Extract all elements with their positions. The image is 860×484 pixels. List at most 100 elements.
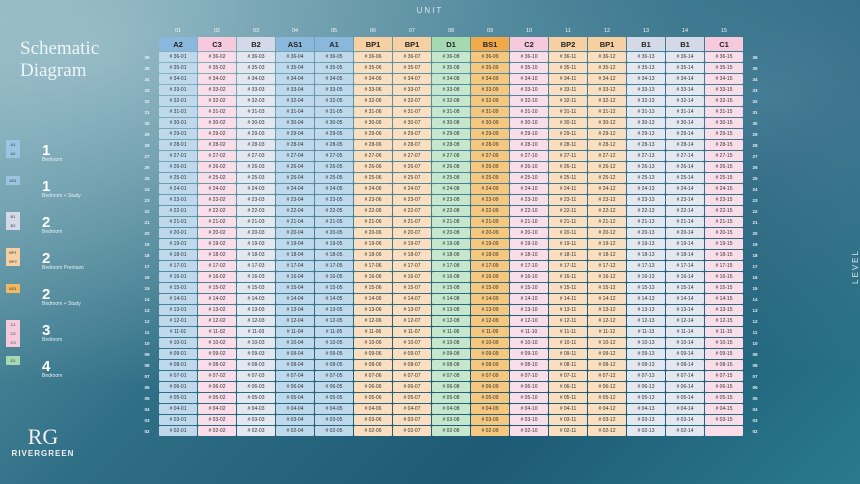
unit-cell[interactable]: # 35-07 [393, 63, 431, 73]
unit-cell[interactable]: # 29-13 [627, 129, 665, 139]
unit-cell[interactable]: # 36-06 [354, 52, 392, 62]
unit-cell[interactable]: # 04-12 [588, 404, 626, 414]
unit-cell[interactable]: # 20-05 [315, 228, 353, 238]
unit-cell[interactable]: # 23-11 [549, 195, 587, 205]
unit-cell[interactable]: # 17-09 [471, 261, 509, 271]
unit-cell[interactable]: # 19-13 [627, 239, 665, 249]
unit-cell[interactable]: # 02-10 [510, 426, 548, 436]
unit-cell[interactable]: # 05-09 [471, 393, 509, 403]
unit-cell[interactable]: # 04-03 [237, 404, 275, 414]
unit-cell[interactable]: # 16-13 [627, 272, 665, 282]
unit-cell[interactable]: # 30-03 [237, 118, 275, 128]
unit-cell[interactable]: # 08-02 [198, 360, 236, 370]
unit-cell[interactable]: # 36-09 [471, 52, 509, 62]
unit-cell[interactable]: # 08-11 [549, 360, 587, 370]
unit-cell[interactable]: # 12-05 [315, 316, 353, 326]
unit-cell[interactable]: # 20-04 [276, 228, 314, 238]
unit-cell[interactable]: # 09-04 [276, 349, 314, 359]
unit-cell[interactable]: # 23-01 [159, 195, 197, 205]
unit-cell[interactable]: # 09-12 [588, 349, 626, 359]
unit-cell[interactable]: # 15-15 [705, 283, 743, 293]
unit-cell[interactable]: # 05-03 [237, 393, 275, 403]
unit-cell[interactable]: # 10-08 [432, 338, 470, 348]
unit-cell[interactable]: # 34-15 [705, 74, 743, 84]
unit-cell[interactable]: # 28-08 [432, 140, 470, 150]
unit-cell[interactable]: # 26-14 [666, 162, 704, 172]
unit-cell[interactable]: # 21-06 [354, 217, 392, 227]
unit-cell[interactable]: # 07-12 [588, 371, 626, 381]
unit-cell[interactable]: # 14-11 [549, 294, 587, 304]
unit-cell[interactable]: # 30-10 [510, 118, 548, 128]
unit-cell[interactable]: # 13-03 [237, 305, 275, 315]
unit-cell[interactable]: # 02-08 [432, 426, 470, 436]
unit-cell[interactable]: # 16-03 [237, 272, 275, 282]
unit-cell[interactable]: # 07-08 [432, 371, 470, 381]
unit-cell[interactable]: # 32-10 [510, 96, 548, 106]
unit-cell[interactable]: # 16-14 [666, 272, 704, 282]
unit-cell[interactable]: # 19-06 [354, 239, 392, 249]
unit-cell[interactable]: # 09-15 [705, 349, 743, 359]
unit-cell[interactable]: # 24-13 [627, 184, 665, 194]
unit-cell[interactable]: # 25-08 [432, 173, 470, 183]
unit-cell[interactable]: # 20-06 [354, 228, 392, 238]
unit-cell[interactable]: # 24-04 [276, 184, 314, 194]
unit-cell[interactable]: # 22-15 [705, 206, 743, 216]
unit-cell[interactable]: # 33-09 [471, 85, 509, 95]
unit-cell[interactable]: # 09-01 [159, 349, 197, 359]
unit-cell[interactable]: # 10-15 [705, 338, 743, 348]
unit-cell[interactable]: # 11-07 [393, 327, 431, 337]
unit-cell[interactable]: # 10-06 [354, 338, 392, 348]
unit-cell[interactable]: # 29-05 [315, 129, 353, 139]
unit-cell[interactable]: # 02-11 [549, 426, 587, 436]
unit-cell[interactable]: # 09-14 [666, 349, 704, 359]
unit-cell[interactable]: # 13-02 [198, 305, 236, 315]
unit-cell[interactable]: # 18-04 [276, 250, 314, 260]
unit-cell[interactable]: # 10-05 [315, 338, 353, 348]
unit-cell[interactable]: # 15-12 [588, 283, 626, 293]
unit-cell[interactable]: # 21-10 [510, 217, 548, 227]
unit-cell[interactable]: # 28-07 [393, 140, 431, 150]
unit-cell[interactable]: # 36-03 [237, 52, 275, 62]
unit-cell[interactable]: # 32-06 [354, 96, 392, 106]
unit-cell[interactable]: # 35-10 [510, 63, 548, 73]
unit-cell[interactable]: # 33-01 [159, 85, 197, 95]
unit-cell[interactable]: # 03-08 [432, 415, 470, 425]
unit-cell[interactable]: # 13-04 [276, 305, 314, 315]
unit-cell[interactable]: # 36-11 [549, 52, 587, 62]
unit-cell[interactable]: # 18-08 [432, 250, 470, 260]
unit-cell[interactable]: # 08-14 [666, 360, 704, 370]
unit-cell[interactable]: # 27-08 [432, 151, 470, 161]
unit-cell[interactable]: # 36-15 [705, 52, 743, 62]
unit-cell[interactable]: # 23-04 [276, 195, 314, 205]
unit-cell[interactable]: # 13-07 [393, 305, 431, 315]
unit-cell[interactable]: # 11-10 [510, 327, 548, 337]
unit-cell[interactable]: # 06-04 [276, 382, 314, 392]
unit-cell[interactable]: # 17-15 [705, 261, 743, 271]
unit-cell[interactable]: # 05-12 [588, 393, 626, 403]
unit-cell[interactable]: # 04-08 [432, 404, 470, 414]
unit-cell[interactable]: # 25-02 [198, 173, 236, 183]
unit-cell[interactable]: # 06-03 [237, 382, 275, 392]
unit-cell[interactable]: # 30-14 [666, 118, 704, 128]
unit-cell[interactable]: # 35-08 [432, 63, 470, 73]
unit-cell[interactable]: # 24-10 [510, 184, 548, 194]
unit-cell[interactable]: # 32-05 [315, 96, 353, 106]
unit-cell[interactable]: # 03-10 [510, 415, 548, 425]
unit-cell[interactable]: # 31-06 [354, 107, 392, 117]
unit-cell[interactable]: # 13-11 [549, 305, 587, 315]
unit-cell[interactable]: # 29-06 [354, 129, 392, 139]
unit-cell[interactable]: # 21-07 [393, 217, 431, 227]
unit-cell[interactable]: # 05-06 [354, 393, 392, 403]
unit-cell[interactable]: # 25-13 [627, 173, 665, 183]
unit-cell[interactable]: # 16-05 [315, 272, 353, 282]
unit-cell[interactable]: # 19-02 [198, 239, 236, 249]
unit-cell[interactable]: # 25-06 [354, 173, 392, 183]
unit-cell[interactable]: # 35-09 [471, 63, 509, 73]
unit-cell[interactable]: # 31-11 [549, 107, 587, 117]
unit-cell[interactable]: # 36-01 [159, 52, 197, 62]
unit-cell[interactable]: # 11-15 [705, 327, 743, 337]
unit-cell[interactable]: # 11-03 [237, 327, 275, 337]
unit-cell[interactable]: # 03-02 [198, 415, 236, 425]
unit-cell[interactable]: # 16-15 [705, 272, 743, 282]
unit-cell[interactable]: # 20-13 [627, 228, 665, 238]
